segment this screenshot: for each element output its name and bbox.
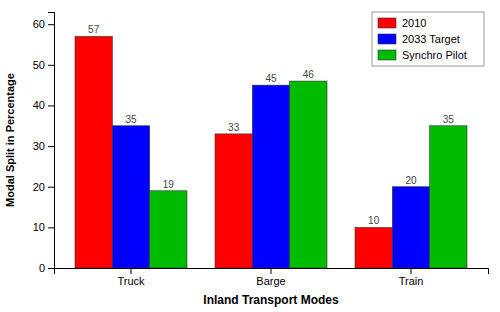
y-tick: 50 [33,59,54,71]
y-tick-mark [48,227,54,228]
data-label: 46 [303,69,315,80]
y-tick: 20 [33,181,54,193]
y-tick: 60 [33,18,54,30]
x-tick-mark [131,268,132,274]
x-axis-line [55,269,489,275]
bar [112,126,149,268]
y-tick-label: 50 [33,59,45,71]
data-label: 19 [163,179,175,190]
bar [150,191,187,268]
y-tick-mark [48,65,54,66]
x-tick: Truck [117,268,145,287]
data-label: 35 [443,114,455,125]
x-tick: Train [399,268,424,287]
y-tick: 40 [33,99,54,111]
y-tick-mark [48,146,54,147]
legend-item: 2010 [378,17,426,29]
bar [252,85,289,268]
data-label: 57 [88,24,100,35]
data-label: 33 [228,122,240,133]
x-tick: Barge [256,268,285,287]
y-tick-mark [48,268,54,269]
bar [215,134,252,268]
y-axis: 0 10 20 30 40 50 60 [33,13,55,275]
y-axis-line [48,13,55,269]
bar [75,36,112,268]
bars [75,36,467,268]
y-tick-label: 30 [33,140,45,152]
data-label: 35 [125,114,137,125]
plot: 57 33 10 35 45 20 19 46 35 Truck Barge Train 0 10 20 30… [33,12,489,287]
x-tick-mark [271,268,272,274]
legend-item: 2033 Target [378,33,460,45]
data-label: 20 [405,175,417,186]
legend-frame [372,12,484,66]
legend-swatch [378,34,396,44]
data-label: 45 [265,73,277,84]
x-tick-label: Barge [256,275,285,287]
y-tick-label: 20 [33,181,45,193]
legend-label: 2033 Target [402,33,460,45]
legend-swatch [378,50,396,60]
bar [290,81,327,268]
data-label: 10 [368,215,380,226]
legend-item: Synchro Pilot [378,49,467,61]
legend: 2010 2033 Target Synchro Pilot [372,12,484,66]
y-tick-label: 40 [33,99,45,111]
bar [355,227,392,268]
chart: 57 33 10 35 45 20 19 46 35 Truck Barge Train 0 10 20 30… [0,0,500,312]
y-tick: 10 [33,221,54,233]
legend-label: 2010 [402,17,426,29]
bar [430,126,467,268]
y-tick-mark [48,187,54,188]
x-axis: Truck Barge Train [55,268,489,287]
y-axis-title: Modal Split in Percentage [4,73,16,207]
y-tick-label: 60 [33,18,45,30]
legend-swatch [378,18,396,28]
x-axis-title: Inland Transport Modes [203,293,339,307]
x-tick-mark [411,268,412,274]
y-tick-label: 10 [33,221,45,233]
y-tick: 30 [33,140,54,152]
y-tick-label: 0 [39,262,45,274]
chart-container: 57 33 10 35 45 20 19 46 35 Truck Barge Train 0 10 20 30… [0,0,500,312]
y-tick: 0 [39,262,54,274]
y-tick-mark [48,24,54,25]
bar [392,187,429,268]
x-tick-label: Truck [117,275,145,287]
x-tick-label: Train [399,275,424,287]
y-tick-mark [48,105,54,106]
legend-label: Synchro Pilot [402,49,467,61]
